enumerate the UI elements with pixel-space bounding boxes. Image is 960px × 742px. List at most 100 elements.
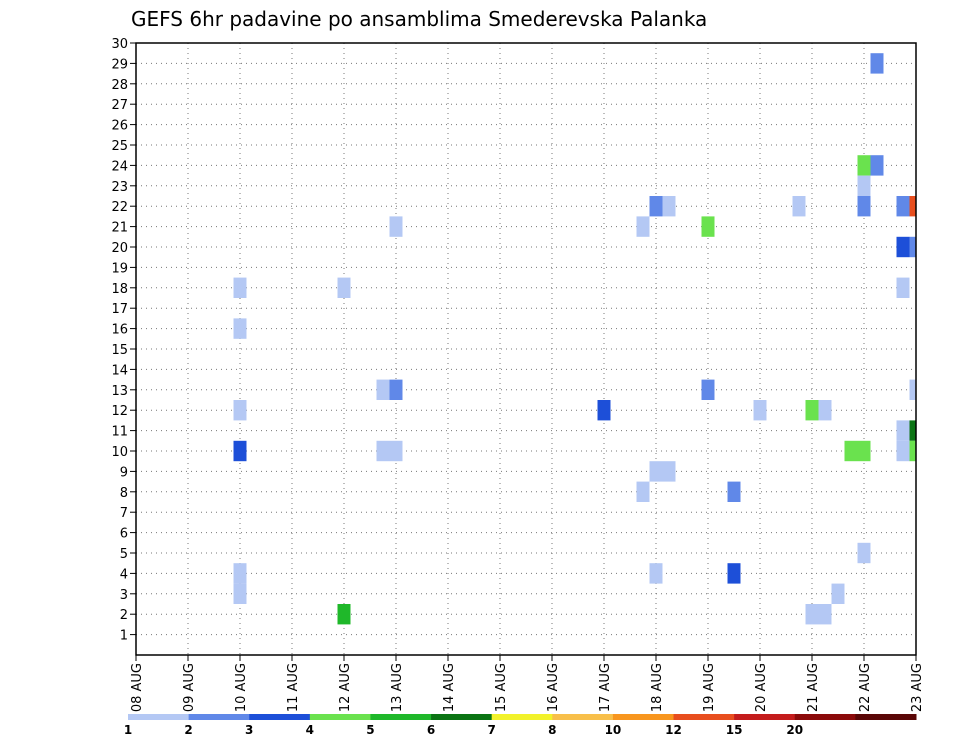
heatmap-cell (909, 440, 916, 462)
colorbar-swatch (491, 714, 553, 720)
colorbar-label: 10 (605, 723, 622, 737)
heatmap-cell (233, 583, 247, 604)
x-tick-label: 21 AUG (806, 663, 821, 712)
colorbar-swatch (128, 714, 190, 720)
heatmap-cell (636, 216, 650, 237)
y-tick-label: 30 (111, 37, 128, 52)
y-tick-label: 8 (120, 486, 128, 501)
heatmap-cell (896, 196, 910, 217)
heatmap-cell (792, 196, 806, 217)
y-tick-label: 23 (111, 180, 128, 195)
x-axis: 08 AUG 09 AUG 10 AUG 11 AUG 12 AUG 13 AUG 14 A… (130, 655, 925, 712)
y-tick-label: 27 (111, 98, 128, 113)
colorbar-label: 8 (548, 723, 556, 737)
colorbar-swatch (734, 714, 796, 720)
y-tick-label: 18 (111, 282, 128, 297)
heatmap-cell (909, 379, 916, 400)
heatmap-cell (233, 277, 247, 298)
heatmap-cell (844, 440, 858, 462)
x-tick-label: 16 AUG (546, 663, 561, 712)
y-tick-label: 14 (111, 363, 128, 378)
y-tick-label: 4 (120, 567, 128, 582)
heatmap-cell (857, 155, 871, 176)
heatmap-cell (909, 420, 916, 441)
colorbar-label: 2 (184, 723, 192, 737)
x-tick-label: 13 AUG (390, 663, 405, 712)
y-tick-label: 19 (111, 261, 128, 276)
heatmap-cell (337, 604, 351, 625)
heatmap-cell (597, 400, 611, 421)
colorbar-label: 6 (427, 723, 435, 737)
colorbar-label: 5 (366, 723, 374, 737)
y-tick-label: 12 (111, 404, 128, 419)
heatmap-cell (233, 318, 247, 339)
y-tick-label: 3 (120, 588, 128, 603)
colorbar-swatch (794, 714, 856, 720)
x-tick-label: 17 AUG (598, 663, 613, 712)
heatmap-cell (805, 604, 819, 625)
heatmap-cell (727, 481, 741, 502)
y-tick-label: 5 (120, 547, 128, 562)
gridlines (136, 43, 916, 655)
heatmap-cell (389, 440, 403, 462)
heatmap-cell (857, 542, 871, 564)
heatmap-cell (233, 400, 247, 421)
y-tick-label: 10 (111, 445, 128, 460)
chart-title: GEFS 6hr padavine po ansamblima Smederev… (131, 7, 707, 31)
data-cells (233, 53, 916, 625)
heatmap-cell (727, 563, 741, 584)
heatmap-cell (818, 604, 832, 625)
heatmap-cell (389, 379, 403, 400)
heatmap-cell (376, 440, 390, 462)
y-axis: 1234567891011121314151617181920212223242… (111, 37, 136, 644)
heatmap-cell (233, 563, 247, 584)
y-tick-label: 16 (111, 323, 128, 338)
heatmap-cell (701, 216, 715, 237)
y-tick-label: 15 (111, 343, 128, 358)
colorbar-swatch (309, 714, 371, 720)
x-tick-label: 23 AUG (910, 663, 925, 712)
heatmap-cell (662, 461, 676, 482)
x-tick-label: 09 AUG (182, 663, 197, 712)
y-tick-label: 24 (111, 159, 128, 174)
heatmap-cell (909, 236, 916, 258)
colorbar-swatch (370, 714, 432, 720)
y-tick-label: 1 (120, 629, 128, 644)
colorbar-label: 1 (124, 723, 132, 737)
colorbar-label: 12 (665, 723, 682, 737)
colorbar-swatch (431, 714, 493, 720)
colorbar-swatch (552, 714, 614, 720)
colorbar-label: 4 (306, 723, 314, 737)
colorbar-swatch (673, 714, 735, 720)
colorbar-swatch (855, 714, 917, 720)
x-tick-label: 11 AUG (286, 663, 301, 712)
heatmap-cell (233, 440, 247, 462)
heatmap-cell (896, 277, 910, 298)
heatmap-cell (662, 196, 676, 217)
y-tick-label: 17 (111, 302, 128, 317)
y-tick-label: 2 (120, 608, 128, 623)
y-tick-label: 22 (111, 200, 128, 215)
x-tick-label: 15 AUG (494, 663, 509, 712)
heatmap-cell (870, 155, 884, 176)
colorbar-swatch (612, 714, 675, 720)
heatmap-cell (753, 400, 767, 421)
x-tick-label: 10 AUG (234, 663, 249, 712)
heatmap-cell (857, 196, 871, 217)
y-tick-label: 29 (111, 57, 128, 72)
y-tick-label: 6 (120, 527, 128, 542)
heatmap-cell (376, 379, 390, 400)
x-tick-label: 18 AUG (650, 663, 665, 712)
heatmap-cell (649, 461, 663, 482)
heatmap-cell (818, 400, 832, 421)
heatmap-cell (857, 175, 871, 196)
colorbar-label: 15 (726, 723, 743, 737)
y-tick-label: 20 (111, 241, 128, 256)
colorbar-label: 3 (245, 723, 253, 737)
heatmap-cell (857, 440, 871, 462)
heatmap-cell (649, 563, 663, 584)
heatmap-cell (896, 440, 910, 462)
heatmap-cell (896, 420, 910, 441)
colorbar: 1 2 3 4 5 6 7 8 10 12 15 20 (124, 714, 917, 737)
